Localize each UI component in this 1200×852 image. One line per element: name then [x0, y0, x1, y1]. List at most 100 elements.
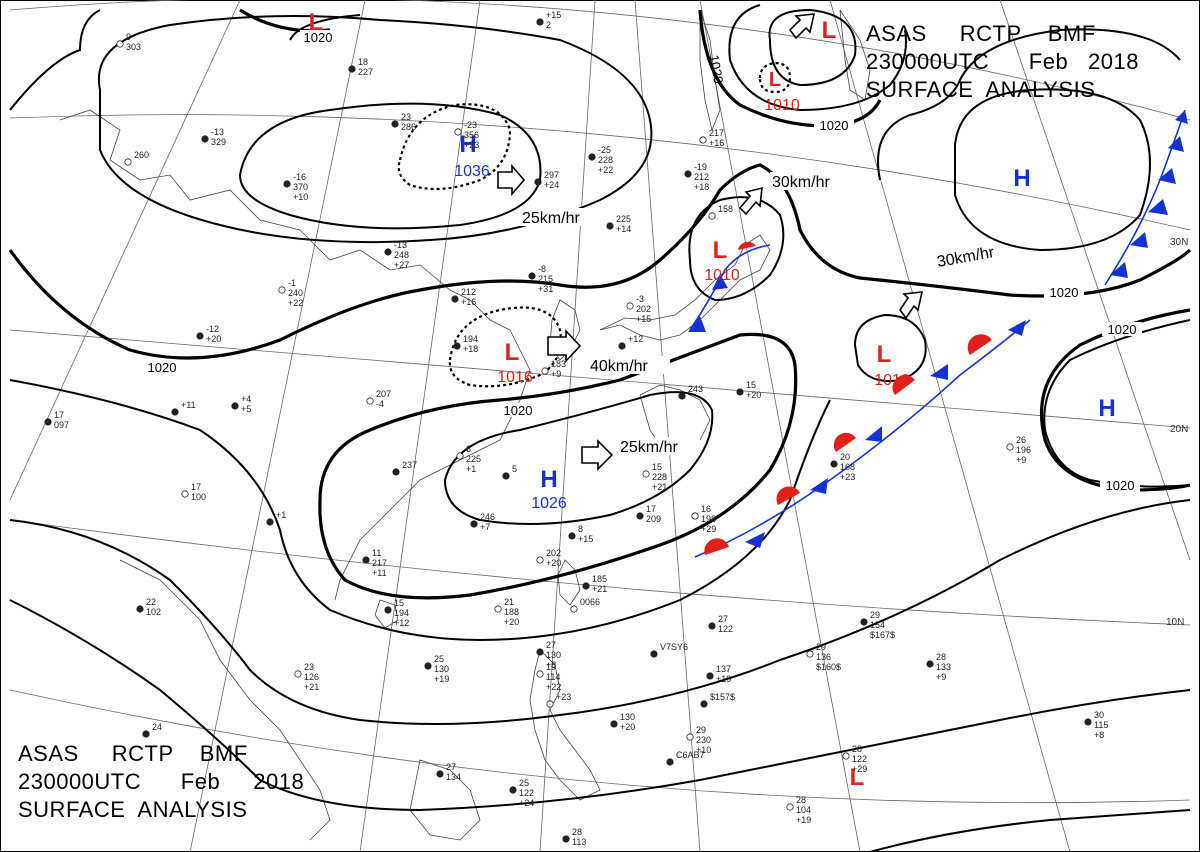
- station-circle-icon: [736, 388, 744, 396]
- station-value: 122: [519, 788, 534, 798]
- station-value: +1: [466, 464, 476, 474]
- station-value: +29: [701, 524, 716, 534]
- motion-speed-label: 25km/hr: [522, 210, 580, 227]
- station-value: +22: [598, 165, 613, 175]
- station-value: 212: [694, 172, 709, 182]
- low-center-symbol: L: [822, 17, 837, 44]
- isobar-label: 1020: [304, 30, 333, 45]
- station-value: +20: [546, 558, 561, 568]
- longitude-line: [189, 0, 366, 852]
- isobar-south-1: [9, 379, 831, 642]
- isobar-label: 1020: [504, 403, 533, 418]
- station-value: +23: [464, 140, 479, 150]
- coastline-japan: [599, 234, 771, 341]
- center-pressure-value: 1010: [764, 97, 800, 114]
- station-circle-icon: [391, 120, 399, 128]
- dashed-isobar-ne-low: [758, 61, 792, 94]
- station-plot: 8+15: [568, 524, 593, 544]
- station-plot: 0066: [570, 597, 600, 613]
- station-value: 23: [401, 112, 411, 122]
- cold-front-triangle: [1175, 110, 1188, 124]
- station-value: -13: [211, 127, 224, 137]
- station-value: +31: [538, 284, 553, 294]
- station-value: 126: [304, 672, 319, 682]
- station-value: 260: [134, 150, 149, 160]
- station-circle-icon: [666, 758, 674, 766]
- motion-arrow-icon: [788, 13, 816, 40]
- title-top-right: ASAS RCTP BMF 230000UTC Feb 2018 SURFACE…: [866, 20, 1139, 104]
- latitude-line-10n: [9, 519, 1191, 626]
- station-circle-icon: [278, 286, 286, 294]
- station-circle-icon: [570, 605, 578, 613]
- isobar-ring-low-ne-outer: [728, 4, 761, 61]
- station-circle-icon: [124, 158, 132, 166]
- motion-arrow-icon: [497, 163, 526, 197]
- station-value: 104: [796, 805, 811, 815]
- station-plot: +1: [266, 510, 286, 526]
- station-value: 194: [394, 608, 409, 618]
- station-circle-icon: [926, 660, 934, 668]
- station-value: 18: [358, 57, 368, 67]
- isobar-1020-northwest: [8, 163, 1192, 360]
- station-circle-icon: [436, 770, 444, 778]
- station-value: 28: [936, 652, 946, 662]
- station-value: +20: [206, 334, 221, 344]
- station-circle-icon: [678, 392, 686, 400]
- title-line-2: 230000UTC Feb 2018: [866, 49, 1139, 74]
- longitude-line: [9, 0, 241, 501]
- station-value: V7SY6: [660, 642, 688, 652]
- station-circle-icon: [348, 65, 356, 73]
- station-circle-icon: [806, 650, 814, 658]
- station-value: +19: [716, 674, 731, 684]
- isobar-label: 1020: [148, 360, 177, 375]
- coastline-asia-mainland: [59, 109, 531, 601]
- station-plot: 194+18: [453, 334, 478, 354]
- station-value: 370: [293, 182, 308, 192]
- isobar-1020-east-pacific: [1040, 308, 1191, 492]
- station-value: +24: [544, 180, 559, 190]
- longitude-line: [699, 0, 861, 852]
- station-circle-icon: [142, 730, 150, 738]
- station-value: +9: [1016, 455, 1026, 465]
- station-value: 228: [598, 155, 613, 165]
- coastline-indochina: [119, 559, 331, 841]
- station-value: +16: [461, 297, 476, 307]
- high-center-symbol: H: [1013, 165, 1030, 192]
- station-value: +14: [616, 224, 631, 234]
- title-line-3: SURFACE ANALYSIS: [18, 797, 248, 822]
- isobar-label: 1020: [707, 54, 727, 85]
- station-value: 27: [718, 614, 728, 624]
- motion-arrows: [497, 13, 924, 471]
- station-circle-icon: [294, 670, 302, 678]
- title-bottom-left: ASAS RCTP BMF 230000UTC Feb 2018 SURFACE…: [18, 740, 304, 824]
- station-circle-icon: [699, 136, 707, 144]
- station-circle-icon: [700, 700, 708, 708]
- station-value: 21: [504, 597, 514, 607]
- station-value: 130: [434, 664, 449, 674]
- station-value: 29: [816, 642, 826, 652]
- station-value: 122: [718, 624, 733, 634]
- longitude-lines: [9, 0, 1191, 852]
- station-plot: 185+21: [582, 574, 607, 594]
- station-value: -19: [694, 162, 707, 172]
- station-circle-icon: [684, 170, 692, 178]
- longitude-line: [999, 0, 1191, 561]
- station-value: +20: [504, 617, 519, 627]
- isobar-ring-low-ne-outer-2: [729, 29, 907, 112]
- station-value: 212: [461, 287, 476, 297]
- coastline-philippines: [529, 649, 601, 801]
- station-value: 15: [652, 462, 662, 472]
- center-pressure-value: 1026: [531, 495, 567, 512]
